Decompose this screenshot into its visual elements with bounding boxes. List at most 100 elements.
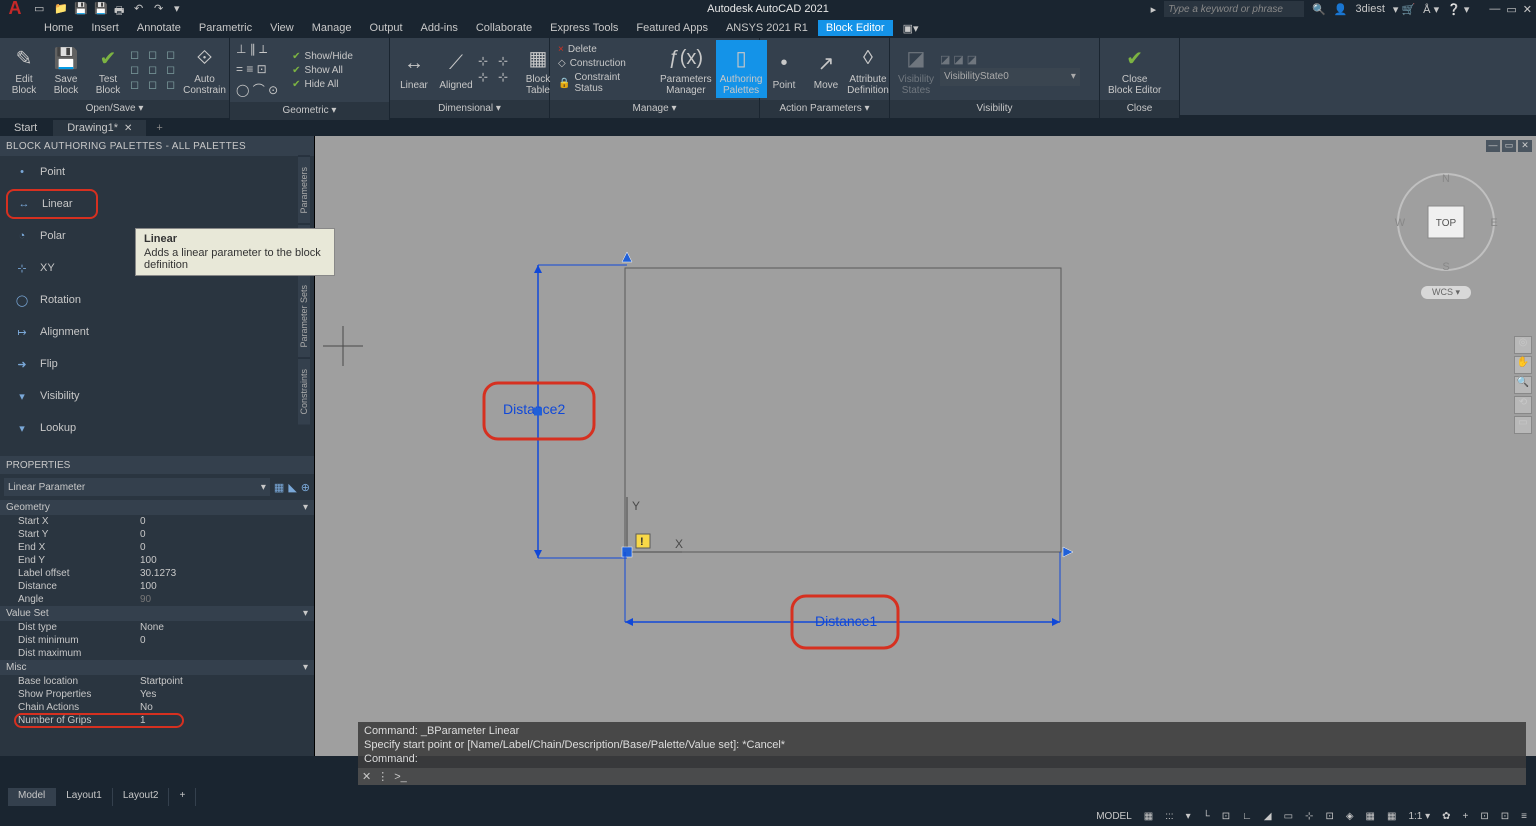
apps-icon[interactable]: Å ▾: [1423, 3, 1439, 16]
properties-object-combo[interactable]: Linear Parameter▾: [4, 478, 270, 496]
dim-icon[interactable]: ⊹: [478, 54, 496, 68]
save-button[interactable]: 💾Save Block: [46, 40, 86, 98]
select-icon[interactable]: ◣: [288, 481, 296, 494]
menu-output[interactable]: Output: [362, 20, 411, 36]
palette-visibility[interactable]: ▾Visibility: [0, 380, 314, 412]
nav-zoom-icon[interactable]: 🔍: [1514, 376, 1532, 394]
menu-ansys-2021-r1[interactable]: ANSYS 2021 R1: [718, 20, 816, 36]
status-item-2[interactable]: :::: [1162, 811, 1176, 822]
constraint-icon[interactable]: ◻: [130, 78, 146, 91]
cmd-close-icon[interactable]: ✕: [362, 770, 371, 783]
vis-icon[interactable]: ◪: [967, 53, 977, 66]
wcs-button[interactable]: WCS ▾: [1421, 286, 1471, 299]
menu-home[interactable]: Home: [36, 20, 81, 36]
menu-insert[interactable]: Insert: [83, 20, 127, 36]
new-tab-button[interactable]: +: [148, 120, 170, 136]
status-item-3[interactable]: ▾: [1183, 811, 1194, 822]
point-button[interactable]: •Point: [764, 46, 804, 93]
dim-icon[interactable]: ⊹: [498, 70, 516, 84]
status-item-18[interactable]: ⊡: [1498, 811, 1512, 822]
constraint-icon[interactable]: ◻: [166, 48, 182, 61]
edit-button[interactable]: ✎Edit Block: [4, 40, 44, 98]
status-item-1[interactable]: ▦: [1141, 811, 1156, 822]
qat-save-icon[interactable]: 💾: [74, 2, 88, 16]
qat-dropdown-icon[interactable]: ▾: [174, 2, 188, 16]
menu-view[interactable]: View: [262, 20, 302, 36]
menu-manage[interactable]: Manage: [304, 20, 360, 36]
menu-block-editor[interactable]: Block Editor: [818, 20, 893, 36]
geo-icon[interactable]: ⊥ ∥ ⟂: [234, 40, 280, 59]
canvas-max-icon[interactable]: ▭: [1502, 140, 1516, 152]
menu-annotate[interactable]: Annotate: [129, 20, 189, 36]
pickadd-icon[interactable]: ⊕: [301, 481, 310, 494]
doctab-start[interactable]: Start: [0, 120, 51, 136]
linear-button[interactable]: ↔Linear: [394, 46, 434, 93]
show-hide-button[interactable]: ✔Show/Hide: [288, 50, 357, 63]
palette-lookup[interactable]: ▾Lookup: [0, 412, 314, 444]
nav-show-icon[interactable]: ▭: [1514, 416, 1532, 434]
constraint-icon[interactable]: ◻: [130, 48, 146, 61]
prop-start-x[interactable]: Start X0: [0, 515, 314, 528]
status-item-16[interactable]: +: [1460, 811, 1472, 822]
status-item-7[interactable]: ◢: [1261, 811, 1275, 822]
prop-angle[interactable]: Angle90: [0, 593, 314, 606]
constraint-icon[interactable]: ◻: [148, 78, 164, 91]
viewcube[interactable]: N S E W TOP WCS ▾: [1386, 166, 1506, 299]
prop-label-offset[interactable]: Label offset30.1273: [0, 567, 314, 580]
canvas-close-icon[interactable]: ✕: [1518, 140, 1532, 152]
menu-express-tools[interactable]: Express Tools: [542, 20, 626, 36]
palette-rotation[interactable]: ◯Rotation: [0, 284, 314, 316]
status-item-8[interactable]: ▭: [1281, 811, 1296, 822]
tab-close-icon[interactable]: ✕: [124, 123, 132, 134]
palette-linear[interactable]: ↔Linear: [6, 189, 98, 219]
qat-plot-icon[interactable]: 🖶: [114, 2, 128, 16]
status-item-10[interactable]: ⊡: [1322, 811, 1336, 822]
status-item-14[interactable]: 1:1 ▾: [1405, 811, 1433, 822]
command-input[interactable]: [413, 770, 1522, 783]
constraint-icon[interactable]: ◻: [148, 48, 164, 61]
hide-all-button[interactable]: ✔Hide All: [288, 78, 357, 91]
prop-show-properties[interactable]: Show PropertiesYes: [0, 688, 314, 701]
status-item-6[interactable]: ∟: [1239, 811, 1255, 822]
prop-number-of-grips[interactable]: Number of Grips1: [0, 714, 314, 727]
nav-orbit-icon[interactable]: ⟲: [1514, 396, 1532, 414]
palette-alignment[interactable]: ↦Alignment: [0, 316, 314, 348]
vis-icon[interactable]: ◪: [953, 53, 963, 66]
menu-add-ins[interactable]: Add-ins: [413, 20, 466, 36]
dim-icon[interactable]: ⊹: [498, 54, 516, 68]
visibility-states-button[interactable]: ◪ Visibility States: [894, 40, 938, 98]
status-item-15[interactable]: ✿: [1439, 811, 1453, 822]
prop-distance[interactable]: Distance100: [0, 580, 314, 593]
status-item-17[interactable]: ⊡: [1477, 811, 1491, 822]
prop-dist-minimum[interactable]: Dist minimum0: [0, 634, 314, 647]
cart-icon[interactable]: ▾ 🛒: [1393, 3, 1415, 16]
delete-button[interactable]: ×Delete: [554, 43, 654, 56]
construction-button[interactable]: ◇Construction: [554, 57, 654, 70]
nav-pan-icon[interactable]: ✋: [1514, 356, 1532, 374]
constraint-status-button[interactable]: 🔒Constraint Status: [554, 71, 654, 95]
qat-redo-icon[interactable]: ↷: [154, 2, 168, 16]
prop-dist-type[interactable]: Dist typeNone: [0, 621, 314, 634]
constraint-icon[interactable]: ◻: [166, 78, 182, 91]
search-input[interactable]: Type a keyword or phrase: [1164, 1, 1304, 17]
status-item-19[interactable]: ≡: [1518, 811, 1530, 822]
status-item-5[interactable]: ⊡: [1219, 811, 1233, 822]
close-block-editor-button[interactable]: ✔ Close Block Editor: [1104, 40, 1165, 98]
layout-tab-layout1[interactable]: Layout1: [56, 788, 113, 806]
prop-end-x[interactable]: End X0: [0, 541, 314, 554]
prop-chain-actions[interactable]: Chain ActionsNo: [0, 701, 314, 714]
qat-open-icon[interactable]: 📁: [54, 2, 68, 16]
qat-undo-icon[interactable]: ↶: [134, 2, 148, 16]
search-icon[interactable]: 🔍: [1312, 3, 1326, 16]
status-item-0[interactable]: MODEL: [1093, 811, 1135, 822]
constraint-icon[interactable]: ◻: [130, 63, 146, 76]
prop-category-value-set[interactable]: Value Set▾: [0, 606, 314, 621]
help-icon[interactable]: ❔ ▾: [1447, 3, 1469, 16]
geo-icon[interactable]: = ≡ ⊡: [234, 60, 280, 78]
attribute-button[interactable]: ◊Attribute Definition: [848, 40, 888, 98]
quick-select-icon[interactable]: ▦: [274, 481, 284, 494]
geo-icon[interactable]: ◯ ⌒ ⊙: [234, 79, 280, 100]
menu-collaborate[interactable]: Collaborate: [468, 20, 540, 36]
status-item-4[interactable]: └: [1200, 811, 1213, 822]
layout-tab-model[interactable]: Model: [8, 788, 56, 806]
